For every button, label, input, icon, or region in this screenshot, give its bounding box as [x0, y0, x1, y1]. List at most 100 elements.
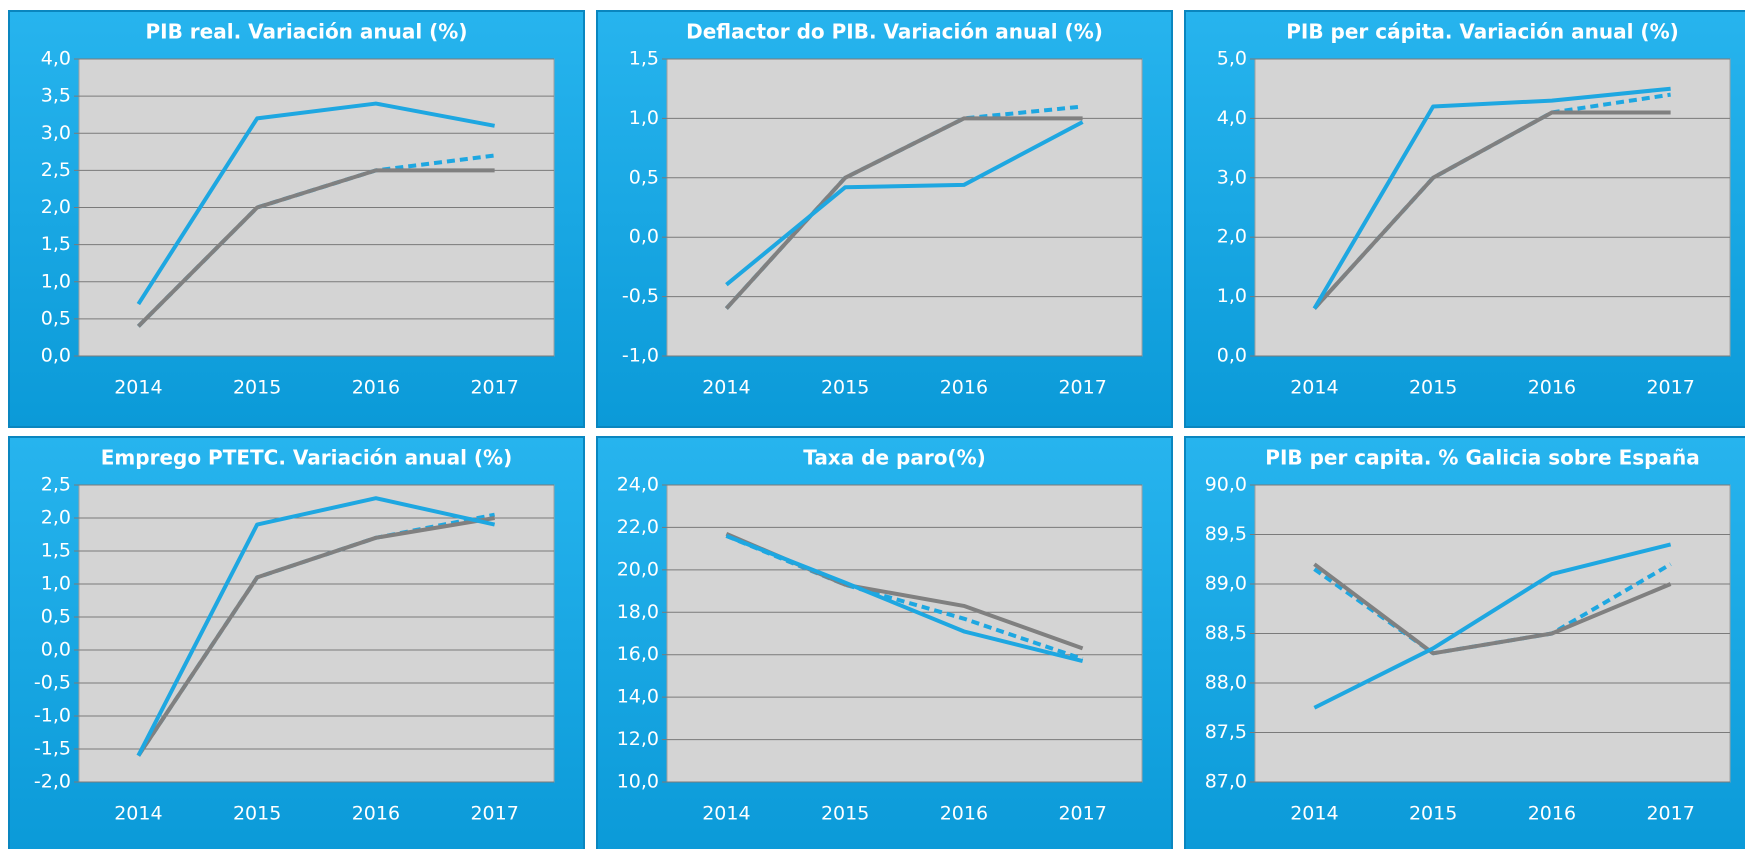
x-tick-label: 2014: [1290, 377, 1338, 399]
y-tick-label: 1,0: [41, 270, 71, 292]
y-tick-label: -0,5: [34, 672, 71, 694]
y-tick-label: 89,5: [1205, 523, 1247, 545]
x-tick-label: 2017: [470, 377, 518, 399]
y-tick-label: 0,5: [41, 307, 71, 329]
chart-title: PIB real. Variación anual (%): [145, 20, 467, 44]
x-tick-label: 2016: [352, 803, 400, 825]
y-tick-label: 16,0: [617, 643, 659, 665]
series-line: [136, 496, 496, 757]
y-tick-label: 88,0: [1205, 672, 1247, 694]
y-tick-label: 18,0: [617, 601, 659, 623]
series-line: [1313, 542, 1672, 710]
y-tick-label: 1,0: [41, 573, 71, 595]
chart-panel: PIB real. Variación anual (%) 0,0 0,5 1,0 1,…: [8, 10, 585, 428]
x-tick-label: 2015: [1409, 803, 1457, 825]
y-tick-label: 87,5: [1205, 721, 1247, 743]
y-tick-label: 1,0: [629, 107, 659, 129]
y-tick-label: 0,5: [41, 606, 71, 628]
x-tick-label: 2016: [1528, 803, 1576, 825]
series-line: [1312, 110, 1671, 310]
y-tick-label: 89,0: [1205, 573, 1247, 595]
y-tick-label: 4,0: [41, 48, 71, 70]
y-tick-label: 1,5: [41, 233, 71, 255]
plot-area: [666, 484, 1143, 783]
chart-title: Emprego PTETC. Variación anual (%): [101, 446, 512, 470]
chart-title: Taxa de paro(%): [803, 446, 986, 470]
x-tick-label: 2014: [702, 377, 750, 399]
x-tick-label: 2015: [1409, 377, 1457, 399]
series-line: [725, 534, 1084, 664]
y-tick-label: -1,0: [622, 345, 659, 367]
y-tick-label: 5,0: [1217, 48, 1247, 70]
x-tick-label: 2014: [1290, 803, 1338, 825]
y-tick-label: -1,5: [34, 738, 71, 760]
y-tick-label: 1,5: [629, 48, 659, 70]
y-tick-label: 22,0: [617, 516, 659, 538]
x-tick-label: 2015: [233, 803, 281, 825]
x-tick-label: 2015: [821, 803, 869, 825]
y-tick-label: 2,0: [41, 196, 71, 218]
x-tick-label: 2014: [114, 803, 162, 825]
y-tick-label: 2,0: [1217, 226, 1247, 248]
x-tick-label: 2017: [470, 803, 518, 825]
y-tick-label: 1,0: [1217, 285, 1247, 307]
x-tick-label: 2017: [1646, 803, 1694, 825]
plot-area: [78, 484, 555, 783]
chart-panel: Taxa de paro(%) 10,0 12,0 14,0 16,0 18,0 20,0 2…: [596, 436, 1173, 849]
x-tick-label: 2014: [702, 803, 750, 825]
chart-panel: PIB per cápita. Variación anual (%) 0,0 1,…: [1184, 10, 1745, 428]
series-line: [136, 516, 495, 757]
y-tick-label: 87,0: [1205, 771, 1247, 793]
y-tick-label: 88,5: [1205, 622, 1247, 644]
y-tick-label: 0,0: [1217, 345, 1247, 367]
x-tick-label: 2017: [1646, 377, 1694, 399]
series-line: [725, 120, 1084, 287]
x-tick-label: 2014: [114, 377, 162, 399]
y-tick-label: 3,0: [1217, 166, 1247, 188]
chart-panel: PIB per capita. % Galicia sobre España 87…: [1184, 436, 1745, 849]
y-tick-label: 3,5: [41, 85, 71, 107]
y-tick-label: 10,0: [617, 771, 659, 793]
series-line: [1312, 86, 1671, 310]
x-tick-label: 2015: [821, 377, 869, 399]
y-tick-label: 2,5: [41, 474, 71, 496]
series-line: [725, 534, 1084, 661]
x-tick-label: 2016: [1528, 377, 1576, 399]
y-tick-label: 90,0: [1205, 474, 1247, 496]
x-tick-label: 2017: [1058, 377, 1106, 399]
y-tick-label: 0,5: [629, 166, 659, 188]
y-tick-label: 24,0: [617, 474, 659, 496]
y-tick-label: 4,0: [1217, 107, 1247, 129]
x-tick-label: 2017: [1058, 803, 1106, 825]
x-tick-label: 2016: [352, 377, 400, 399]
y-tick-label: 12,0: [617, 728, 659, 750]
y-tick-label: 1,5: [41, 540, 71, 562]
plot-area: [666, 58, 1143, 357]
y-tick-label: 0,0: [41, 345, 71, 367]
series-line: [724, 104, 1083, 310]
chart-panel: Emprego PTETC. Variación anual (%) -2,0 -1…: [8, 436, 585, 849]
plot-area: [1254, 58, 1731, 357]
chart-panel: Deflactor do PIB. Variación anual (%) -1,…: [596, 10, 1173, 428]
y-tick-label: 0,0: [629, 226, 659, 248]
y-tick-label: -0,5: [622, 285, 659, 307]
y-tick-label: 0,0: [41, 639, 71, 661]
series-line: [136, 168, 495, 328]
y-tick-label: -1,0: [34, 705, 71, 727]
x-tick-label: 2015: [233, 377, 281, 399]
series-line: [1313, 562, 1672, 656]
x-tick-label: 2016: [940, 377, 988, 399]
chart-title: PIB per cápita. Variación anual (%): [1286, 20, 1679, 44]
y-tick-label: 2,0: [41, 507, 71, 529]
x-tick-label: 2016: [940, 803, 988, 825]
y-tick-label: 14,0: [617, 686, 659, 708]
chart-title: PIB per capita. % Galicia sobre España: [1265, 446, 1699, 470]
series-line: [136, 101, 495, 306]
y-tick-label: 2,5: [41, 159, 71, 181]
chart-title: Deflactor do PIB. Variación anual (%): [686, 20, 1103, 44]
y-tick-label: 20,0: [617, 558, 659, 580]
y-tick-label: 3,0: [41, 122, 71, 144]
series-line: [724, 116, 1083, 310]
y-tick-label: -2,0: [34, 771, 71, 793]
